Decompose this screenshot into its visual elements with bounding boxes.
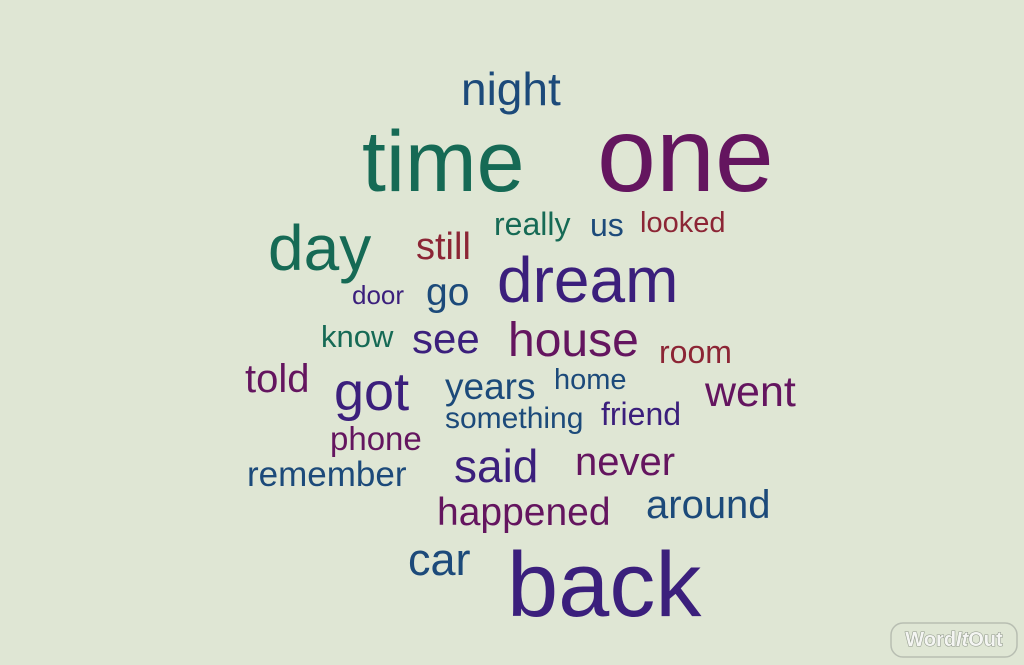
word-told: told: [245, 357, 310, 401]
word-looked: looked: [640, 207, 726, 239]
logo-text-out: Out: [968, 629, 1003, 651]
word-never: never: [575, 440, 676, 484]
word-friend: friend: [601, 396, 682, 432]
word-time: time: [362, 114, 525, 210]
word-us: us: [590, 207, 624, 243]
word-years: years: [445, 366, 536, 407]
word-one: one: [597, 96, 774, 214]
word-go: go: [426, 271, 470, 314]
word-door: door: [352, 280, 405, 310]
word-back: back: [507, 534, 702, 636]
logo-text-word: Word: [905, 629, 956, 651]
word-really: really: [494, 206, 571, 242]
word-around: around: [646, 483, 771, 527]
logo-text-it: It: [956, 629, 970, 651]
word-day: day: [268, 212, 372, 284]
svg-text:WordItOut: WordItOut: [905, 629, 1003, 651]
word-went: went: [705, 368, 796, 416]
word-dream: dream: [497, 244, 679, 316]
word-got: got: [334, 362, 410, 422]
word-house: house: [508, 314, 639, 367]
word-phone: phone: [330, 420, 422, 457]
word-said: said: [454, 440, 539, 492]
word-see: see: [412, 315, 480, 362]
word-know: know: [321, 319, 394, 354]
word-happened: happened: [437, 491, 611, 534]
word-night: night: [461, 63, 561, 115]
word-still: still: [416, 226, 471, 268]
word-room: room: [659, 334, 732, 370]
word-remember: remember: [247, 455, 407, 494]
word-something: something: [445, 402, 584, 435]
wordle-logo: WordItOut: [890, 622, 1018, 658]
word-home: home: [554, 364, 627, 396]
word-car: car: [408, 534, 471, 585]
